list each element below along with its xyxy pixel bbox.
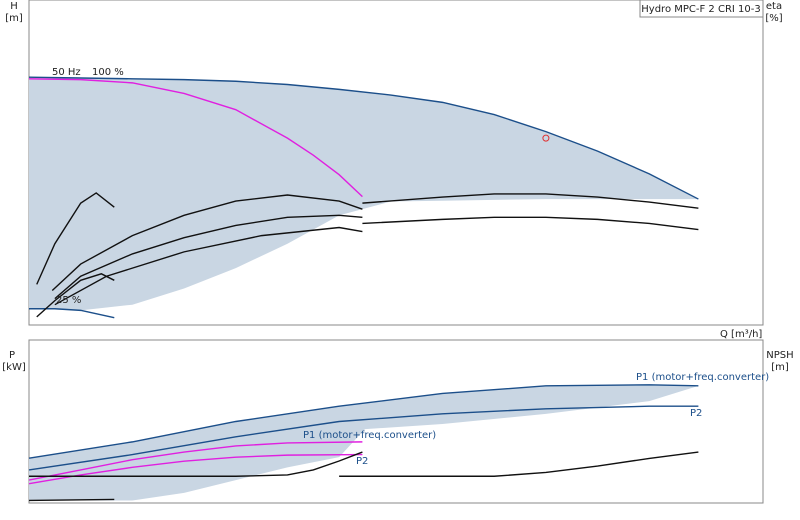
curve bbox=[28, 441, 363, 481]
y-axis-label: P bbox=[9, 350, 15, 361]
text-layer: P1 (motor+freq.converter) P2 P1 (motor+fre… bbox=[303, 372, 769, 467]
y2-axis-unit: [m] bbox=[771, 362, 789, 373]
title-box bbox=[639, 0, 764, 18]
annotation: 100 % bbox=[92, 67, 124, 78]
curve bbox=[28, 76, 699, 200]
plot-area bbox=[28, 339, 764, 504]
curve bbox=[54, 214, 363, 300]
y2-axis-label: NPSH bbox=[766, 350, 793, 361]
curve bbox=[28, 453, 363, 485]
y-axis-label: H bbox=[10, 1, 18, 12]
curve bbox=[54, 226, 363, 306]
curve-label: P2 bbox=[690, 408, 702, 419]
curve bbox=[28, 78, 363, 198]
curve bbox=[28, 498, 115, 502]
operating-range bbox=[29, 384, 699, 501]
curve-label: P2 bbox=[356, 456, 368, 467]
curve bbox=[28, 405, 699, 471]
duty-point bbox=[542, 134, 550, 142]
line-layer bbox=[28, 76, 699, 502]
curve bbox=[29, 451, 363, 477]
curve bbox=[28, 384, 699, 459]
curve bbox=[362, 193, 699, 209]
x-axis-label: Q [m³/h] bbox=[720, 329, 762, 340]
curve bbox=[36, 273, 115, 318]
operating-range bbox=[29, 77, 699, 311]
curve bbox=[29, 308, 115, 319]
y2-axis-unit: [%] bbox=[765, 13, 782, 24]
y-axis-unit: [m] bbox=[5, 13, 23, 24]
curve-label: P1 (motor+freq.converter) bbox=[303, 430, 436, 441]
band-layer bbox=[29, 77, 699, 501]
curve bbox=[51, 194, 363, 291]
y2-axis-label: eta bbox=[766, 1, 782, 12]
chart-title: Hydro MPC-F 2 CRI 10-3 bbox=[641, 4, 760, 15]
curve bbox=[36, 192, 115, 285]
curve bbox=[362, 216, 699, 231]
annotation: 50 Hz bbox=[52, 67, 81, 78]
y-axis-unit: [kW] bbox=[2, 362, 26, 373]
annotation: 25 % bbox=[56, 295, 81, 306]
curve bbox=[339, 451, 699, 477]
curve-label: P1 (motor+freq.converter) bbox=[636, 372, 769, 383]
